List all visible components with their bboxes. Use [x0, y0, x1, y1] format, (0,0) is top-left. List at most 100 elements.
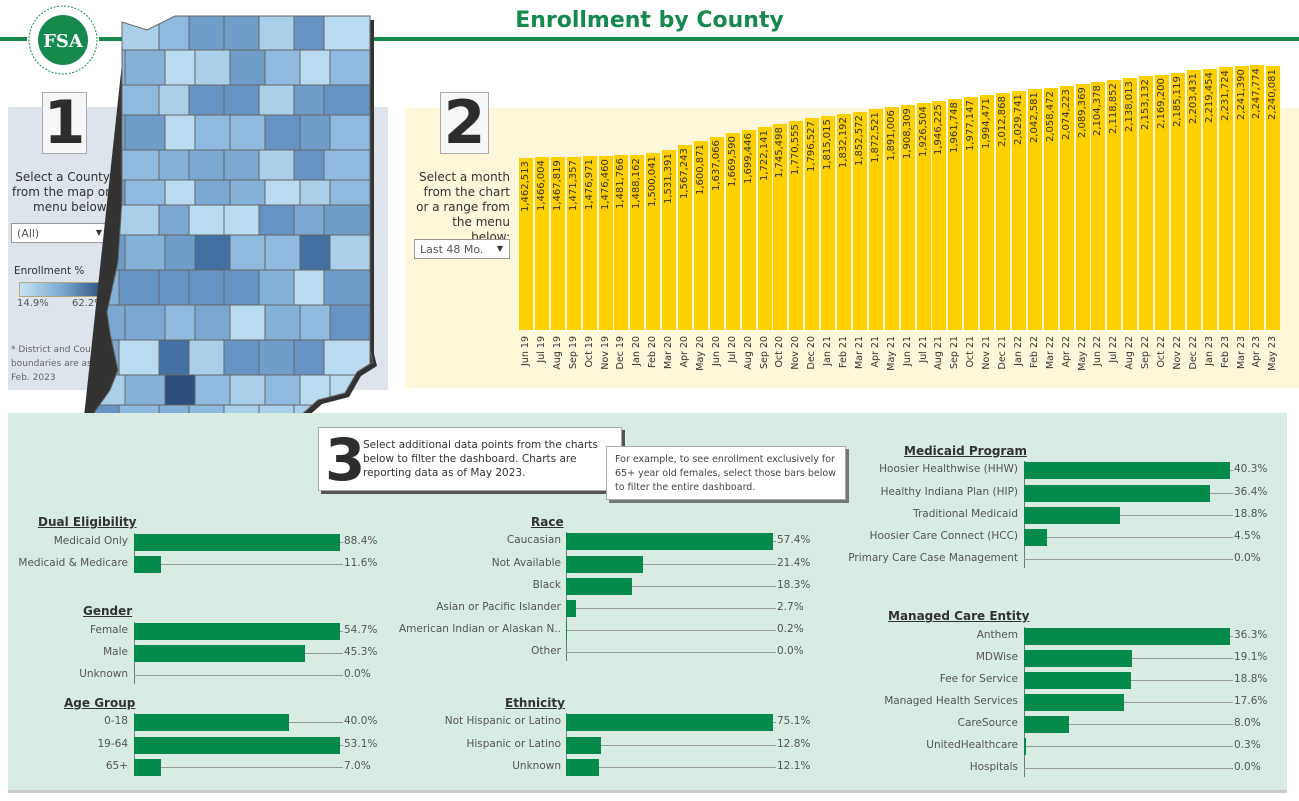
month-bar[interactable] — [805, 118, 820, 330]
month-bar[interactable] — [773, 124, 788, 330]
dual-eligibility-bar[interactable] — [134, 556, 162, 573]
month-bar[interactable] — [916, 103, 931, 330]
county-shape[interactable] — [124, 304, 172, 341]
month-bar[interactable] — [709, 137, 724, 330]
county-shape[interactable] — [229, 304, 272, 341]
month-bar[interactable] — [519, 157, 533, 330]
county-shape[interactable] — [229, 234, 272, 271]
managed-care-entity-row-label[interactable]: Anthem — [976, 629, 1018, 641]
race-row-label[interactable]: American Indian or Alaskan N.. — [398, 623, 561, 635]
month-bar[interactable] — [630, 154, 645, 330]
month-bar[interactable] — [693, 141, 708, 330]
managed-care-entity-row-label[interactable]: UnitedHealthcare — [926, 739, 1018, 751]
county-shape[interactable] — [194, 179, 237, 206]
medicaid-program-row-label[interactable]: Primary Care Case Management — [848, 552, 1018, 564]
month-bar[interactable] — [1091, 82, 1106, 330]
dual-eligibility-bar[interactable] — [134, 534, 340, 551]
county-shape[interactable] — [264, 179, 307, 206]
county-shape[interactable] — [223, 269, 266, 306]
county-shape[interactable] — [258, 204, 301, 236]
managed-care-entity-row-label[interactable]: Hospitals — [969, 761, 1018, 773]
ethnicity-bar[interactable] — [566, 714, 773, 731]
managed-care-entity-row-label[interactable]: Fee for Service — [939, 673, 1018, 685]
county-shape[interactable] — [124, 234, 172, 271]
ethnicity-bar[interactable] — [566, 737, 602, 754]
month-bar[interactable] — [566, 156, 581, 330]
month-bar[interactable] — [725, 133, 740, 330]
county-shape[interactable] — [258, 149, 301, 181]
month-bar[interactable] — [868, 109, 883, 330]
county-shape[interactable] — [223, 84, 266, 116]
dual-eligibility-row-label[interactable]: Medicaid & Medicare — [18, 557, 128, 569]
month-bar[interactable] — [757, 127, 772, 330]
month-bar[interactable] — [1139, 76, 1154, 330]
month-bar[interactable] — [980, 95, 995, 330]
gender-bar[interactable] — [134, 645, 305, 662]
month-bar[interactable] — [1218, 67, 1233, 330]
month-bar[interactable] — [789, 121, 804, 330]
county-shape[interactable] — [194, 234, 237, 271]
month-bar[interactable] — [534, 157, 549, 330]
month-bar[interactable] — [900, 105, 915, 330]
county-shape[interactable] — [264, 234, 307, 271]
county-shape[interactable] — [264, 304, 307, 341]
medicaid-program-bar[interactable] — [1024, 507, 1121, 524]
month-bar[interactable] — [1266, 66, 1281, 330]
race-bar[interactable] — [566, 556, 644, 573]
month-bar[interactable] — [550, 157, 565, 330]
managed-care-entity-bar[interactable] — [1024, 716, 1070, 733]
county-shape[interactable] — [223, 339, 266, 376]
medicaid-program-bar[interactable] — [1024, 485, 1211, 502]
month-bar[interactable] — [1250, 65, 1265, 330]
race-row-label[interactable]: Caucasian — [506, 534, 561, 546]
managed-care-entity-row-label[interactable]: Managed Health Services — [884, 695, 1018, 707]
race-row-label[interactable]: Not Available — [491, 557, 561, 569]
county-shape[interactable] — [329, 114, 376, 151]
race-row-label[interactable]: Other — [531, 645, 561, 657]
month-bar[interactable] — [1107, 80, 1122, 330]
month-bar[interactable] — [1027, 89, 1042, 330]
medicaid-program-row-label[interactable]: Healthy Indiana Plan (HIP) — [880, 486, 1018, 498]
managed-care-entity-bar[interactable] — [1024, 738, 1026, 755]
month-bar[interactable] — [932, 100, 947, 330]
month-bar[interactable] — [948, 98, 963, 330]
month-bar[interactable] — [582, 156, 597, 330]
managed-care-entity-bar[interactable] — [1024, 628, 1230, 645]
ethnicity-row-label[interactable]: Unknown — [512, 760, 561, 772]
month-bar[interactable] — [678, 145, 692, 330]
month-bar[interactable] — [1155, 74, 1169, 330]
county-shape[interactable] — [223, 204, 266, 236]
month-bar[interactable] — [614, 155, 629, 330]
medicaid-program-row-label[interactable]: Traditional Medicaid — [913, 508, 1018, 520]
month-bar[interactable] — [852, 111, 867, 330]
managed-care-entity-row-label[interactable]: MDWise — [975, 651, 1018, 663]
month-bar[interactable] — [837, 114, 851, 330]
medicaid-program-row-label[interactable]: Hoosier Care Connect (HCC) — [869, 530, 1018, 542]
county-shape[interactable] — [323, 149, 371, 181]
county-shape[interactable] — [229, 49, 272, 86]
county-shape[interactable] — [258, 269, 301, 306]
managed-care-entity-bar[interactable] — [1024, 694, 1124, 711]
ethnicity-bar[interactable] — [566, 759, 600, 776]
gender-row-label[interactable]: Unknown — [79, 668, 128, 680]
month-bar[interactable] — [741, 129, 756, 330]
month-bar[interactable] — [1202, 68, 1217, 330]
month-bar[interactable] — [1075, 83, 1090, 330]
month-bar[interactable] — [598, 156, 613, 330]
medicaid-program-row-label[interactable]: Hoosier Healthwise (HHW) — [879, 463, 1018, 475]
county-shape[interactable] — [194, 374, 237, 406]
month-bar[interactable] — [821, 116, 836, 330]
month-bar[interactable] — [1186, 70, 1201, 330]
county-shape[interactable] — [323, 15, 371, 51]
race-row-label[interactable]: Asian or Pacific Islander — [436, 601, 561, 613]
race-bar[interactable] — [566, 622, 567, 639]
managed-care-entity-row-label[interactable]: CareSource — [957, 717, 1018, 729]
gender-row-label[interactable]: Female — [90, 624, 128, 636]
ethnicity-row-label[interactable]: Not Hispanic or Latino — [444, 715, 561, 727]
month-bar[interactable] — [662, 149, 677, 330]
county-shape[interactable] — [118, 84, 166, 116]
race-row-label[interactable]: Black — [532, 579, 561, 591]
month-bar[interactable] — [1059, 85, 1074, 330]
county-shape[interactable] — [264, 49, 307, 86]
county-shape[interactable] — [258, 84, 301, 116]
